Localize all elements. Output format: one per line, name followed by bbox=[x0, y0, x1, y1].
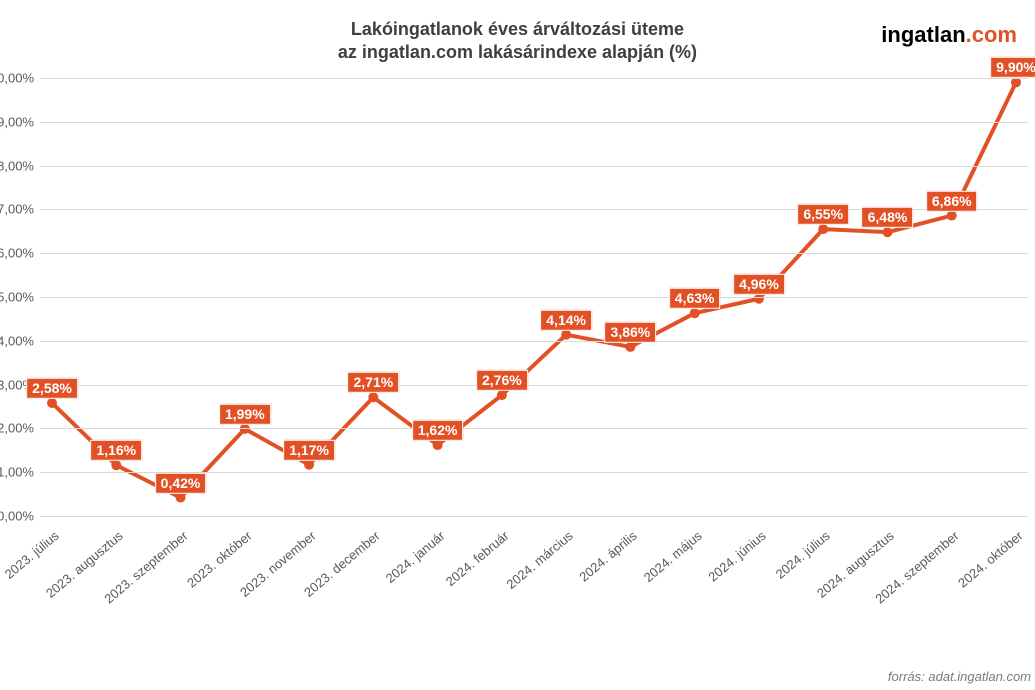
data-label: 2,58% bbox=[26, 378, 78, 399]
chart-title: Lakóingatlanok éves árváltozási üteme az… bbox=[0, 18, 1035, 63]
y-tick-label: 7,00% bbox=[0, 202, 40, 217]
y-tick-label: 8,00% bbox=[0, 158, 40, 173]
data-label: 3,86% bbox=[605, 322, 657, 343]
data-marker bbox=[176, 493, 186, 503]
data-marker bbox=[625, 342, 635, 352]
data-marker bbox=[497, 390, 507, 400]
x-tick-label: 2023. július bbox=[2, 528, 62, 582]
gridline bbox=[40, 297, 1028, 298]
x-tick-label: 2024. július bbox=[773, 528, 833, 582]
data-marker bbox=[433, 440, 443, 450]
y-tick-label: 2,00% bbox=[0, 421, 40, 436]
data-label: 1,17% bbox=[283, 440, 335, 461]
data-label: 4,63% bbox=[669, 288, 721, 309]
chart-container: Lakóingatlanok éves árváltozási üteme az… bbox=[0, 0, 1035, 690]
x-tick-label: 2024. január bbox=[382, 528, 447, 586]
data-marker bbox=[754, 294, 764, 304]
data-marker bbox=[947, 211, 957, 221]
brand-suffix: .com bbox=[966, 22, 1017, 47]
x-tick-label: 2024. október bbox=[955, 528, 1026, 591]
data-label: 6,86% bbox=[926, 190, 978, 211]
y-tick-label: 5,00% bbox=[0, 290, 40, 305]
data-label: 0,42% bbox=[155, 472, 207, 493]
data-marker bbox=[561, 330, 571, 340]
y-tick-label: 1,00% bbox=[0, 465, 40, 480]
gridline bbox=[40, 516, 1028, 517]
data-label: 1,62% bbox=[412, 420, 464, 441]
y-tick-label: 4,00% bbox=[0, 333, 40, 348]
data-marker bbox=[882, 227, 892, 237]
gridline bbox=[40, 166, 1028, 167]
data-label: 6,48% bbox=[862, 207, 914, 228]
data-label: 1,99% bbox=[219, 404, 271, 425]
x-tick-label: 2024. június bbox=[705, 528, 768, 585]
y-tick-label: 9,00% bbox=[0, 114, 40, 129]
series-line bbox=[52, 82, 1016, 497]
data-marker bbox=[690, 308, 700, 318]
data-marker bbox=[304, 460, 314, 470]
y-tick-label: 0,00% bbox=[0, 509, 40, 524]
data-marker bbox=[368, 392, 378, 402]
y-tick-label: 10,00% bbox=[0, 71, 40, 86]
x-tick-label: 2024. február bbox=[443, 528, 512, 589]
x-tick-label: 2024. március bbox=[504, 528, 576, 592]
gridline bbox=[40, 428, 1028, 429]
gridline bbox=[40, 78, 1028, 79]
gridline bbox=[40, 253, 1028, 254]
data-marker bbox=[111, 460, 121, 470]
data-marker bbox=[47, 398, 57, 408]
brand-logo: ingatlan.com bbox=[881, 22, 1017, 48]
data-label: 2,71% bbox=[347, 372, 399, 393]
x-tick-label: 2024. április bbox=[577, 528, 640, 585]
gridline bbox=[40, 385, 1028, 386]
x-tick-label: 2024. május bbox=[640, 528, 704, 585]
data-label: 2,76% bbox=[476, 370, 528, 391]
brand-text: ingatlan bbox=[881, 22, 965, 47]
data-marker bbox=[818, 224, 828, 234]
data-label: 9,90% bbox=[990, 57, 1035, 78]
data-label: 6,55% bbox=[797, 204, 849, 225]
data-label: 4,96% bbox=[733, 274, 785, 295]
gridline bbox=[40, 341, 1028, 342]
data-label: 1,16% bbox=[90, 440, 142, 461]
source-text: forrás: adat.ingatlan.com bbox=[888, 669, 1031, 684]
data-label: 4,14% bbox=[540, 309, 592, 330]
gridline bbox=[40, 122, 1028, 123]
plot-area: 0,00%1,00%2,00%3,00%4,00%5,00%6,00%7,00%… bbox=[40, 78, 1028, 516]
y-tick-label: 6,00% bbox=[0, 246, 40, 261]
